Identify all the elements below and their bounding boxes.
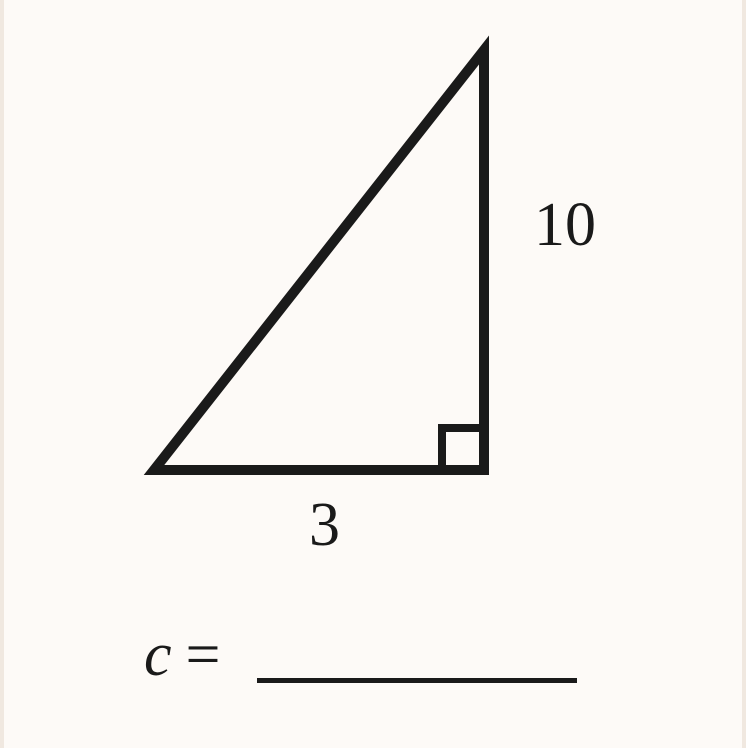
- right-angle-marker: [442, 428, 484, 470]
- equation-prompt: c =: [144, 620, 577, 691]
- triangle-shape: [154, 50, 484, 470]
- triangle-figure: [114, 30, 534, 500]
- equation-variable: c: [144, 620, 172, 691]
- side-label-vertical: 10: [534, 190, 596, 261]
- diagram-container: 10 3 c =: [4, 0, 742, 748]
- equation-equals-sign: =: [186, 620, 221, 691]
- side-label-horizontal: 3: [309, 490, 340, 561]
- answer-blank-line: [257, 678, 577, 683]
